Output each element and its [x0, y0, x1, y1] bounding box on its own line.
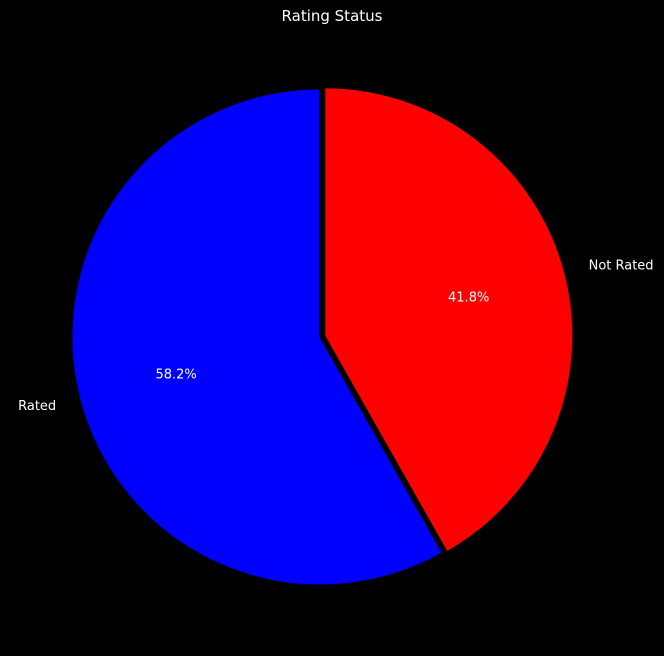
chart-title: Rating Status	[281, 7, 383, 25]
category-label-rated: Rated	[18, 399, 56, 414]
pie-slice-not-rated	[324, 87, 574, 553]
slices-layer	[71, 87, 574, 586]
labels-layer: 41.8% Not Rated 58.2% Rated	[18, 259, 653, 414]
pct-label-not-rated: 41.8%	[448, 290, 489, 305]
pie-slice-rated	[71, 88, 443, 586]
pct-label-rated: 58.2%	[155, 367, 196, 382]
category-label-not-rated: Not Rated	[589, 259, 654, 274]
